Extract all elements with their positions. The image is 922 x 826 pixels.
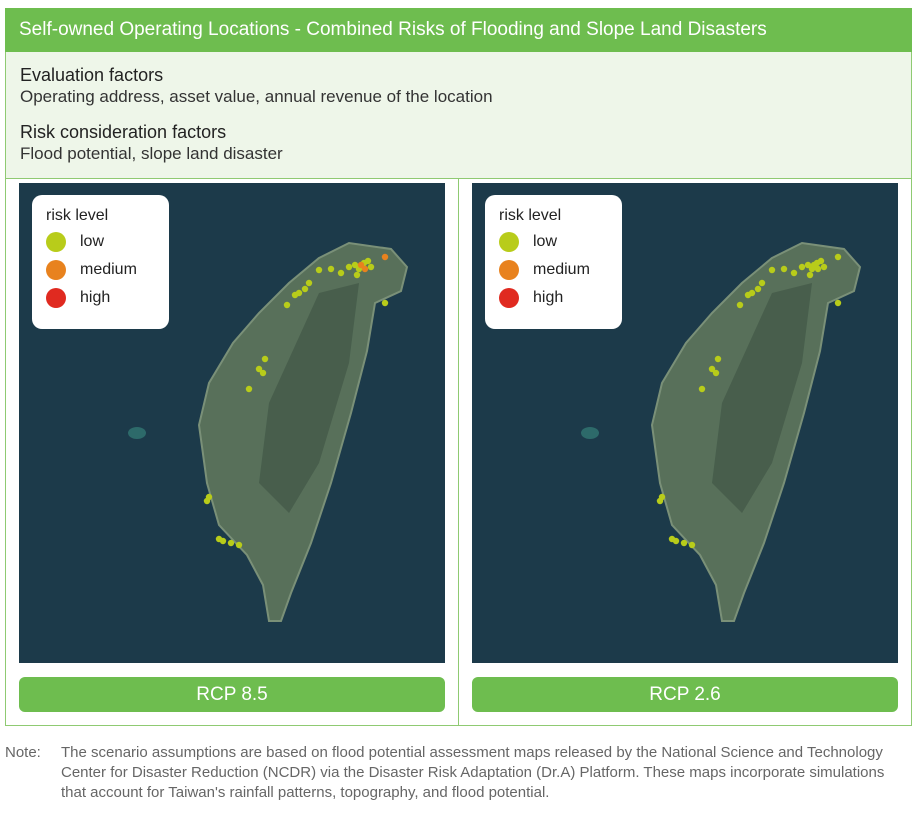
location-dot <box>698 385 706 393</box>
legend-label: high <box>80 289 111 306</box>
header-title: Self-owned Operating Locations - Combine… <box>5 8 912 52</box>
location-dot <box>798 263 806 271</box>
legend-label: medium <box>80 261 137 278</box>
legend-item: high <box>499 287 622 315</box>
legend-item: medium <box>499 259 622 287</box>
location-dot <box>315 266 323 274</box>
location-dot <box>656 497 664 505</box>
location-dot <box>714 355 722 363</box>
location-dot <box>235 541 243 549</box>
legend-label: low <box>80 233 105 250</box>
location-dot <box>305 279 313 287</box>
location-dot <box>301 285 309 293</box>
note: Note: The scenario assumptions are based… <box>5 743 905 803</box>
location-dot <box>245 385 253 393</box>
factor-text: Operating address, asset value, annual r… <box>20 87 493 106</box>
islet <box>128 427 146 439</box>
location-dot <box>754 285 762 293</box>
location-dot <box>227 539 235 547</box>
legend-swatch <box>46 232 66 252</box>
location-dot <box>680 539 688 547</box>
legend: risk level low medium high <box>32 195 169 329</box>
location-dot <box>804 261 812 269</box>
location-dot <box>810 261 818 269</box>
location-dot <box>820 263 828 271</box>
location-dot <box>261 355 269 363</box>
legend-swatch <box>46 260 66 280</box>
location-dot <box>203 497 211 505</box>
location-dot <box>688 541 696 549</box>
factor-heading: Risk consideration factors <box>20 122 227 142</box>
legend-label: medium <box>533 261 590 278</box>
mountains <box>712 283 812 513</box>
location-dot <box>351 261 359 269</box>
location-dot <box>817 257 825 265</box>
divider <box>458 179 459 725</box>
location-dot <box>736 301 744 309</box>
location-dot <box>259 369 267 377</box>
location-dot <box>780 265 788 273</box>
location-dot <box>353 271 361 279</box>
note-label: Note: <box>5 744 41 761</box>
location-dot <box>758 279 766 287</box>
location-dot <box>814 265 822 273</box>
legend-item: high <box>46 287 169 315</box>
location-dot <box>834 253 842 261</box>
location-dot <box>255 365 263 373</box>
legend-item: low <box>46 231 169 259</box>
legend-title: risk level <box>46 207 109 224</box>
location-dot <box>381 299 389 307</box>
map-image <box>19 183 445 663</box>
location-dot <box>744 291 752 299</box>
legend-swatch <box>499 288 519 308</box>
location-dot <box>364 257 372 265</box>
location-dot <box>790 269 798 277</box>
location-dot <box>367 263 375 271</box>
location-dot <box>712 369 720 377</box>
legend-swatch <box>499 260 519 280</box>
location-dot <box>768 266 776 274</box>
legend: risk level low medium high <box>485 195 622 329</box>
legend-swatch <box>46 288 66 308</box>
map-area: risk level low medium high RCP 8.5 risk leve… <box>5 178 912 726</box>
map-panel: risk level low medium high RCP 2.6 <box>472 183 898 712</box>
legend-label: low <box>533 233 558 250</box>
legend-title: risk level <box>499 207 562 224</box>
location-dot <box>806 271 814 279</box>
note-text: The scenario assumptions are based on fl… <box>61 744 885 801</box>
islet <box>581 427 599 439</box>
legend-item: low <box>499 231 622 259</box>
location-dot <box>337 269 345 277</box>
legend-label: high <box>533 289 564 306</box>
location-dot <box>672 537 680 545</box>
map-caption: RCP 8.5 <box>19 677 445 712</box>
location-dot <box>361 265 369 273</box>
map-caption: RCP 2.6 <box>472 677 898 712</box>
factor-heading: Evaluation factors <box>20 65 164 85</box>
location-dot <box>291 291 299 299</box>
location-dot <box>345 263 353 271</box>
location-dot <box>283 301 291 309</box>
legend-item: medium <box>46 259 169 287</box>
mountains <box>259 283 359 513</box>
legend-swatch <box>499 232 519 252</box>
location-dot <box>219 537 227 545</box>
location-dot <box>357 261 365 269</box>
factor-text: Flood potential, slope land disaster <box>20 144 283 163</box>
factors: Evaluation factors Operating address, as… <box>5 52 912 178</box>
map-panel: risk level low medium high RCP 8.5 <box>19 183 445 712</box>
location-dot <box>708 365 716 373</box>
location-dot <box>327 265 335 273</box>
location-dot <box>381 253 389 261</box>
location-dot <box>834 299 842 307</box>
